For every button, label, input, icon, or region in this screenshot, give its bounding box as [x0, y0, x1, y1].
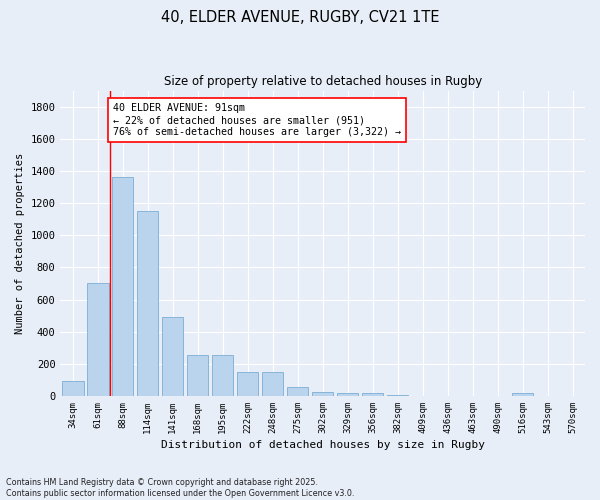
- Bar: [362, 393, 383, 396]
- Text: 40 ELDER AVENUE: 91sqm
← 22% of detached houses are smaller (951)
76% of semi-de: 40 ELDER AVENUE: 91sqm ← 22% of detached…: [113, 104, 401, 136]
- Bar: [112, 178, 133, 396]
- Text: 40, ELDER AVENUE, RUGBY, CV21 1TE: 40, ELDER AVENUE, RUGBY, CV21 1TE: [161, 10, 439, 25]
- Bar: [237, 372, 259, 396]
- Bar: [287, 387, 308, 396]
- Bar: [87, 284, 109, 396]
- Bar: [187, 355, 208, 396]
- Bar: [262, 372, 283, 396]
- Bar: [212, 355, 233, 396]
- Bar: [137, 211, 158, 396]
- Bar: [337, 393, 358, 396]
- Bar: [162, 317, 184, 396]
- Bar: [512, 393, 533, 396]
- Title: Size of property relative to detached houses in Rugby: Size of property relative to detached ho…: [164, 75, 482, 88]
- Bar: [62, 380, 83, 396]
- Bar: [387, 394, 408, 396]
- X-axis label: Distribution of detached houses by size in Rugby: Distribution of detached houses by size …: [161, 440, 485, 450]
- Text: Contains HM Land Registry data © Crown copyright and database right 2025.
Contai: Contains HM Land Registry data © Crown c…: [6, 478, 355, 498]
- Y-axis label: Number of detached properties: Number of detached properties: [15, 152, 25, 334]
- Bar: [312, 392, 334, 396]
